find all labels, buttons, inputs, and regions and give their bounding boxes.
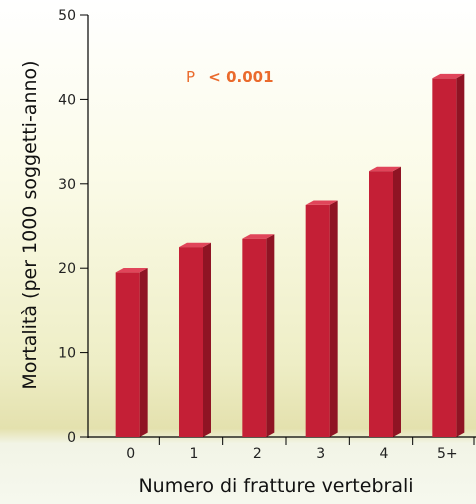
bar-top (115, 268, 148, 273)
bar (179, 247, 203, 437)
y-tick-label: 10 (58, 346, 76, 362)
x-tick-label: 5+ (437, 446, 458, 462)
bar (242, 238, 267, 437)
x-tick-label: 3 (316, 446, 325, 462)
bar-top (242, 234, 275, 239)
x-tick-label: 2 (253, 446, 262, 462)
p-value-prefix: P (186, 68, 195, 86)
bar-side (393, 166, 401, 438)
bar (305, 204, 330, 437)
bar-top (305, 200, 338, 205)
bar-side (329, 200, 338, 437)
y-tick-label: 40 (58, 92, 76, 108)
bar-side (203, 242, 211, 437)
x-axis-title: Numero di fratture vertebrali (138, 475, 413, 497)
bar (432, 78, 457, 438)
bar-top (369, 166, 401, 172)
y-tick-label: 0 (67, 430, 76, 446)
y-axis-title: Mortalità (per 1000 soggetti-anno) (19, 60, 41, 389)
x-tick-label: 0 (126, 446, 135, 462)
p-value-annotation: P < 0.001 (186, 68, 274, 86)
bar-side (266, 234, 275, 437)
p-value-text: < 0.001 (208, 68, 273, 86)
bar-side (139, 268, 148, 437)
bar (115, 272, 140, 437)
bar-top (179, 242, 211, 248)
y-tick-label: 30 (58, 177, 76, 193)
bar-top (432, 73, 465, 79)
bar-side (456, 73, 465, 438)
bar (369, 171, 393, 437)
x-tick-label: 4 (380, 446, 389, 462)
y-tick-label: 50 (58, 8, 76, 24)
y-tick-label: 20 (58, 261, 76, 277)
x-tick-label: 1 (190, 446, 199, 462)
